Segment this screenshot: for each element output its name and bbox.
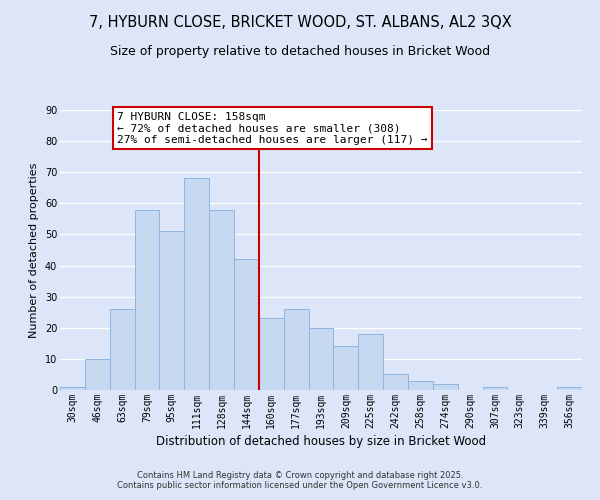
- Bar: [334, 346, 358, 390]
- Text: Size of property relative to detached houses in Bricket Wood: Size of property relative to detached ho…: [110, 45, 490, 58]
- Bar: [284, 309, 308, 390]
- Bar: [433, 384, 458, 390]
- Bar: [408, 380, 433, 390]
- Bar: [234, 260, 259, 390]
- Bar: [383, 374, 408, 390]
- Bar: [110, 309, 134, 390]
- Y-axis label: Number of detached properties: Number of detached properties: [29, 162, 39, 338]
- Bar: [160, 232, 184, 390]
- Bar: [557, 387, 582, 390]
- Text: 7 HYBURN CLOSE: 158sqm
← 72% of detached houses are smaller (308)
27% of semi-de: 7 HYBURN CLOSE: 158sqm ← 72% of detached…: [117, 112, 428, 145]
- Bar: [308, 328, 334, 390]
- Text: 7, HYBURN CLOSE, BRICKET WOOD, ST. ALBANS, AL2 3QX: 7, HYBURN CLOSE, BRICKET WOOD, ST. ALBAN…: [89, 15, 511, 30]
- Text: Contains HM Land Registry data © Crown copyright and database right 2025.
Contai: Contains HM Land Registry data © Crown c…: [118, 470, 482, 490]
- Bar: [184, 178, 209, 390]
- Bar: [259, 318, 284, 390]
- Bar: [209, 210, 234, 390]
- Bar: [482, 387, 508, 390]
- X-axis label: Distribution of detached houses by size in Bricket Wood: Distribution of detached houses by size …: [156, 435, 486, 448]
- Bar: [60, 387, 85, 390]
- Bar: [85, 359, 110, 390]
- Bar: [134, 210, 160, 390]
- Bar: [358, 334, 383, 390]
